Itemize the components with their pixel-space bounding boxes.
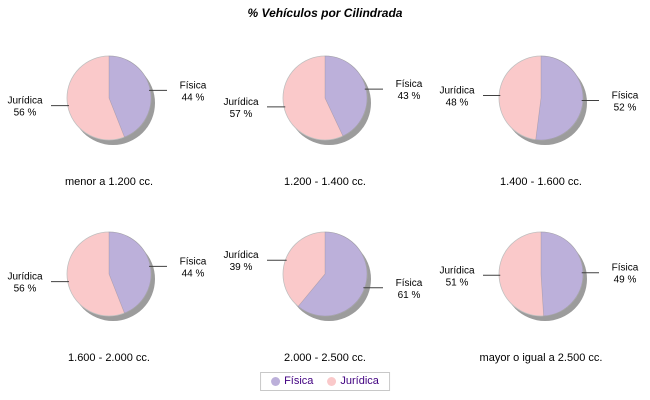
callout-juridica-name: Jurídica bbox=[439, 85, 474, 96]
callout-fisica-name: Física bbox=[396, 79, 423, 90]
pie-chart-cell: Física 52 % Jurídica 48 % 1.400 - 1.600 cc. bbox=[433, 28, 649, 200]
callout-fisica-value: 44 % bbox=[182, 268, 205, 279]
callout-juridica-name: Jurídica bbox=[7, 96, 42, 107]
callout-juridica-name: Jurídica bbox=[7, 272, 42, 283]
callout-fisica-name: Física bbox=[612, 91, 639, 102]
chart-category-label: 1.200 - 1.400 cc. bbox=[284, 176, 366, 188]
chart-category-label: mayor o igual a 2.500 cc. bbox=[479, 352, 603, 364]
callout-fisica-value: 43 % bbox=[398, 91, 421, 102]
chart-title: % Vehículos por Cilindrada bbox=[247, 6, 403, 20]
callout-juridica-name: Jurídica bbox=[223, 250, 258, 261]
legend-item-fisica: Física bbox=[271, 375, 313, 387]
pie-chart-cell: Física 44 % Jurídica 56 % 1.600 - 2.000 cc. bbox=[1, 204, 217, 376]
legend-label-juridica: Jurídica bbox=[340, 375, 379, 387]
chart-category-label: menor a 1.200 cc. bbox=[64, 176, 154, 188]
callout-fisica-name: Física bbox=[180, 256, 207, 267]
callout-fisica-value: 49 % bbox=[614, 275, 637, 286]
pie-chart-cell: Física 43 % Jurídica 57 % 1.200 - 1.400 cc. bbox=[217, 28, 433, 200]
callout-fisica-name: Física bbox=[396, 278, 423, 289]
pie-chart-cell: Física 49 % Jurídica 51 % mayor o igual a 2… bbox=[433, 204, 649, 376]
callout-fisica-value: 44 % bbox=[182, 92, 205, 103]
callout-fisica-value: 61 % bbox=[398, 290, 421, 301]
legend-label-fisica: Física bbox=[284, 375, 314, 387]
chart-category-label: 1.400 - 1.600 cc. bbox=[500, 176, 582, 188]
chart-category-label: 1.600 - 2.000 cc. bbox=[68, 352, 150, 364]
callout-juridica-value: 56 % bbox=[14, 284, 37, 295]
callout-fisica-name: Física bbox=[612, 263, 639, 274]
callout-juridica-value: 48 % bbox=[446, 97, 469, 108]
pie-charts-grid: Física 44 % Jurídica 56 % menor a 1.200 cc.… bbox=[1, 28, 649, 376]
callout-fisica-name: Física bbox=[180, 80, 207, 91]
callout-juridica-name: Jurídica bbox=[439, 265, 474, 276]
callout-juridica-value: 51 % bbox=[446, 277, 469, 288]
pie-chart-cell: Física 44 % Jurídica 56 % menor a 1.200 cc. bbox=[1, 28, 217, 200]
juridica-swatch bbox=[327, 376, 337, 386]
callout-juridica-value: 56 % bbox=[14, 108, 37, 119]
legend-item-juridica: Jurídica bbox=[327, 375, 379, 387]
pie-chart-cell: Física 61 % Jurídica 39 % 2.000 - 2.500 cc. bbox=[217, 204, 433, 376]
callout-juridica-value: 39 % bbox=[230, 262, 253, 273]
callout-juridica-name: Jurídica bbox=[223, 97, 258, 108]
chart-category-label: 2.000 - 2.500 cc. bbox=[284, 352, 366, 364]
chart-legend: Física Jurídica bbox=[260, 372, 390, 391]
fisica-swatch bbox=[271, 376, 281, 386]
callout-juridica-value: 57 % bbox=[230, 109, 253, 120]
callout-fisica-value: 52 % bbox=[614, 103, 637, 114]
